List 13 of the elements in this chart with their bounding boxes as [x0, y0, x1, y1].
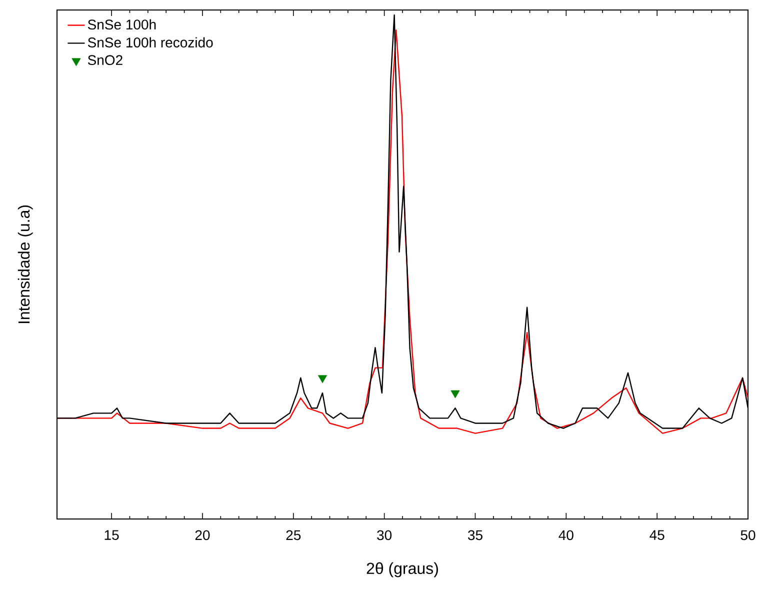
- x-tick-label: 40: [558, 530, 574, 540]
- legend-label: SnSe 100h: [88, 19, 156, 30]
- x-tick-label: 25: [286, 530, 301, 540]
- x-tick-label: 35: [468, 530, 482, 540]
- legend-label: SnSe 100h recozido: [88, 37, 213, 48]
- y-axis-title: Intensidade (u.a): [18, 205, 33, 324]
- x-axis-title: 2θ (graus): [366, 562, 438, 578]
- x-tick-label: 50: [740, 530, 756, 540]
- x-tick-label: 20: [195, 530, 210, 540]
- x-tick-label: 30: [377, 530, 392, 540]
- x-tick-label: 15: [104, 530, 119, 540]
- x-tick-label: 45: [650, 530, 664, 540]
- legend-label: SnO2: [88, 55, 122, 66]
